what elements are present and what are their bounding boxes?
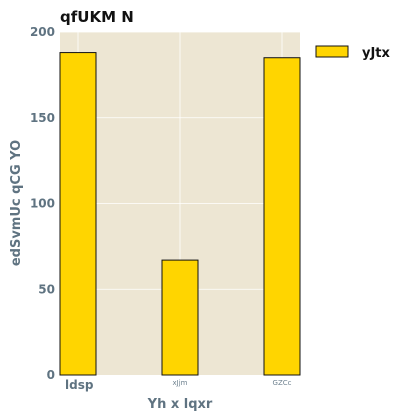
y-tick-label: 50	[38, 282, 55, 296]
x-axis-label: Yh x lqxr	[147, 397, 213, 412]
legend-swatch	[315, 45, 349, 58]
bar-xjjm	[161, 259, 199, 376]
y-tick-label: 100	[30, 197, 55, 211]
y-tick-label: 150	[30, 111, 55, 125]
bar-gzcc	[263, 57, 301, 376]
y-tick-label: 200	[30, 25, 55, 39]
legend: yJtx	[315, 45, 391, 61]
y-tick-labels: 0 50 100 150 200	[30, 25, 55, 382]
x-tick-label: ldsp	[65, 378, 94, 392]
x-tick-label: xJjm	[173, 379, 188, 387]
x-tick-label: GZCc	[273, 379, 292, 387]
x-tick-labels: ldsp xJjm GZCc	[65, 378, 292, 392]
bar-ldsp	[59, 52, 97, 376]
y-axis-label: edSvmUc qCG YO	[9, 140, 24, 266]
legend-label: yJtx	[362, 46, 391, 61]
y-tick-label: 0	[47, 368, 55, 382]
bars	[59, 52, 301, 376]
chart-title: qfUKM N	[60, 8, 134, 26]
